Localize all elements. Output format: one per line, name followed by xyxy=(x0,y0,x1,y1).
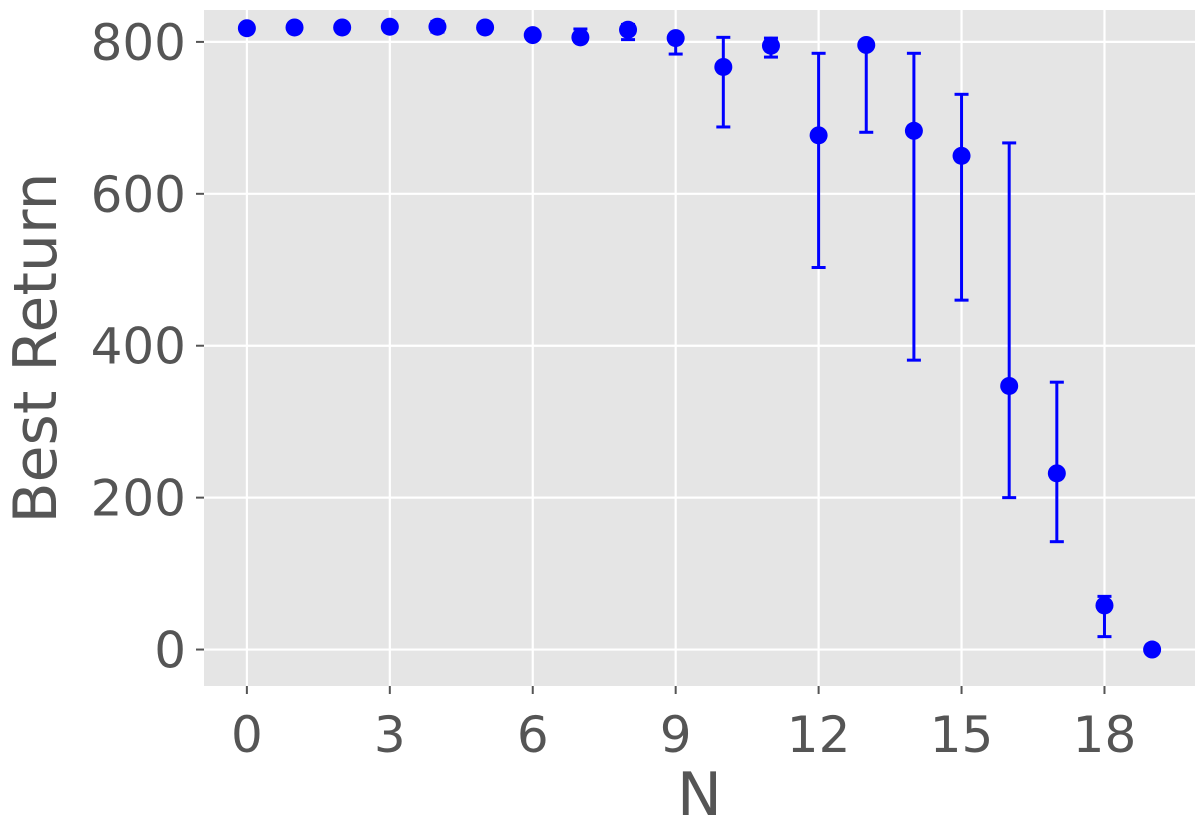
data-point xyxy=(428,17,447,36)
y-tick-label: 200 xyxy=(91,470,186,528)
data-point xyxy=(904,121,923,140)
y-tick-label: 800 xyxy=(91,14,186,72)
data-point xyxy=(1000,376,1019,395)
data-point xyxy=(523,26,542,45)
x-tick-label: 18 xyxy=(1073,706,1137,764)
data-point xyxy=(237,19,256,38)
x-axis-ticks: 0 3 6 9 12 15 18 xyxy=(231,686,1136,764)
data-point xyxy=(714,57,733,76)
data-point xyxy=(571,28,590,47)
x-tick-label: 12 xyxy=(787,706,851,764)
y-axis-label: Best Return xyxy=(1,172,71,523)
data-point xyxy=(380,17,399,36)
data-point xyxy=(857,35,876,54)
data-point xyxy=(1047,464,1066,483)
y-tick-label: 0 xyxy=(154,622,186,680)
x-tick-label: 9 xyxy=(660,706,692,764)
data-point xyxy=(1143,640,1162,659)
plot-background xyxy=(204,10,1195,686)
data-points xyxy=(237,17,1162,659)
x-tick-label: 15 xyxy=(930,706,994,764)
y-tick-label: 600 xyxy=(91,166,186,224)
data-point xyxy=(619,20,638,39)
data-point xyxy=(809,126,828,145)
error-bar xyxy=(1049,380,1064,544)
data-point xyxy=(1095,596,1114,615)
data-point xyxy=(333,18,352,37)
data-point xyxy=(761,36,780,55)
x-tick-label: 3 xyxy=(374,706,406,764)
data-point xyxy=(666,29,685,48)
x-tick-label: 0 xyxy=(231,706,263,764)
error-bar xyxy=(906,51,921,362)
error-bar xyxy=(716,35,731,129)
data-point xyxy=(952,146,971,165)
x-tick-label: 6 xyxy=(517,706,549,764)
y-axis-ticks: 0 200 400 600 800 xyxy=(91,14,204,680)
data-point xyxy=(285,18,304,37)
error-bar xyxy=(811,51,826,269)
data-point xyxy=(476,18,495,37)
error-bar xyxy=(1002,141,1017,500)
error-bar xyxy=(954,92,969,302)
y-tick-label: 400 xyxy=(91,318,186,376)
x-axis-label: N xyxy=(677,760,722,830)
